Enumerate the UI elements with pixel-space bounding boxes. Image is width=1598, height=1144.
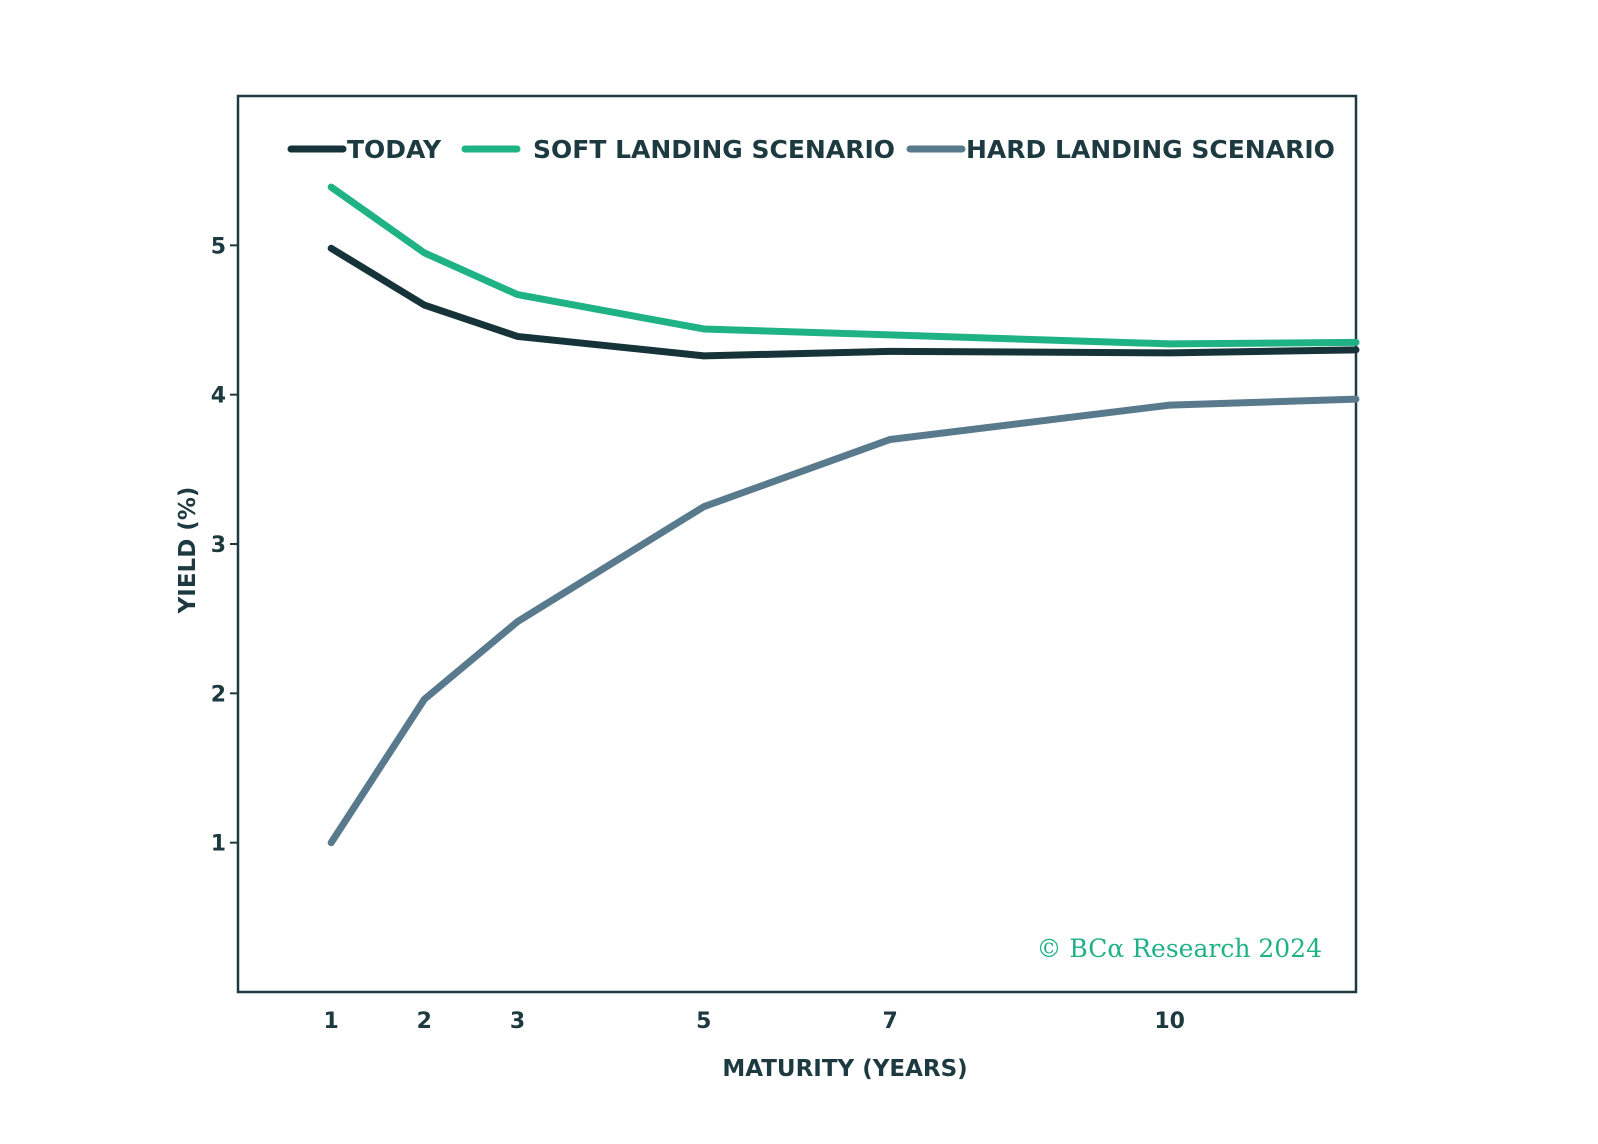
x-tick-label: 7: [883, 1009, 898, 1034]
x-tick-label: 10: [1154, 1009, 1185, 1034]
x-tick-label: 3: [510, 1009, 525, 1034]
plot-frame: [236, 94, 1358, 994]
x-tick-label: 2: [417, 1009, 432, 1034]
x-tick-label: 5: [696, 1009, 711, 1034]
watermark: © BCα Research 2024: [1036, 934, 1322, 963]
y-tick-label: 3: [211, 533, 226, 558]
legend-label-1: SOFT LANDING SCENARIO: [533, 135, 895, 164]
legend-label-2: HARD LANDING SCENARIO: [966, 135, 1335, 164]
y-tick-label: 1: [211, 832, 226, 857]
y-tick-label: 5: [211, 234, 226, 259]
series-line-1: [327, 183, 1360, 348]
series-line-0: [327, 244, 1360, 360]
y-tick-label: 2: [211, 682, 226, 707]
legend-label-0: TODAY: [347, 135, 442, 164]
x-axis-label: MATURITY (YEARS): [722, 1056, 967, 1082]
y-tick-label: 4: [211, 384, 226, 409]
x-tick-label: 1: [324, 1009, 339, 1034]
y-axis-label: YIELD (%): [175, 487, 201, 615]
series-line-2: [327, 395, 1360, 847]
